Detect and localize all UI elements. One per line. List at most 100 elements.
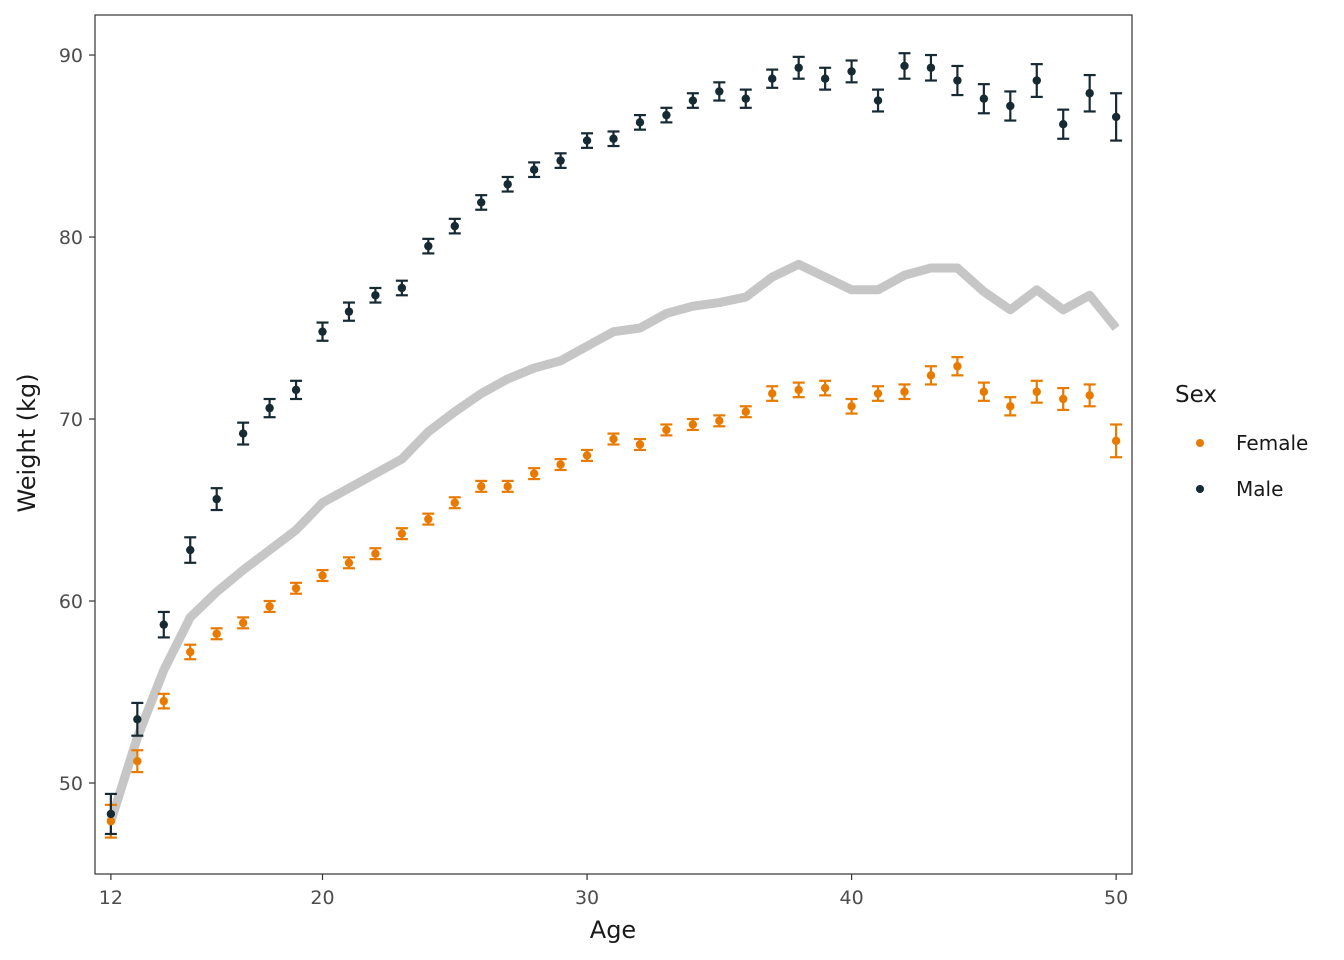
male-point xyxy=(106,809,116,819)
x-tick-label: 40 xyxy=(839,887,863,909)
female-point xyxy=(820,383,830,393)
female-point xyxy=(953,362,962,371)
female-point xyxy=(1111,436,1121,446)
male-point xyxy=(820,74,830,83)
female-point xyxy=(582,451,592,460)
x-tick-label: 30 xyxy=(575,887,599,909)
female-point xyxy=(688,420,698,429)
male-point xyxy=(1006,101,1015,111)
female-point xyxy=(873,389,883,398)
male-point xyxy=(900,61,909,71)
female-point xyxy=(1059,394,1068,404)
male-point xyxy=(953,76,962,85)
female-point xyxy=(794,385,803,395)
female-point xyxy=(450,498,459,507)
female-point xyxy=(768,389,777,398)
female-point xyxy=(106,817,116,826)
plot-area xyxy=(94,14,1133,875)
male-point xyxy=(662,110,671,120)
x-axis-title: Age xyxy=(590,916,636,944)
overall-line xyxy=(106,259,1120,823)
female-point xyxy=(715,416,724,426)
male-point xyxy=(1032,76,1041,85)
legend: Sex Female Male xyxy=(1175,382,1308,501)
female-point xyxy=(344,558,354,567)
male-point xyxy=(741,94,750,103)
legend-key-female xyxy=(1196,439,1204,447)
female-point xyxy=(318,571,327,580)
legend-title: Sex xyxy=(1175,382,1217,408)
overall-line-layer xyxy=(106,259,1120,823)
male-point xyxy=(873,96,883,105)
male-point xyxy=(159,620,168,629)
female-point xyxy=(1085,391,1094,400)
female-point xyxy=(371,549,380,558)
male-point xyxy=(424,241,433,251)
y-axis: 50 60 70 80 90 xyxy=(59,45,95,795)
male-point xyxy=(529,165,539,174)
male-point xyxy=(926,63,936,72)
female-point xyxy=(1006,402,1015,411)
male-point xyxy=(688,96,698,105)
female-point xyxy=(159,696,168,706)
male-point xyxy=(609,134,618,143)
male-point xyxy=(450,221,459,231)
female-point xyxy=(477,482,486,491)
female-point xyxy=(503,482,512,491)
panel-border xyxy=(94,14,1133,875)
male-point xyxy=(238,429,248,438)
x-tick-label: 12 xyxy=(99,887,123,909)
female-point xyxy=(847,402,856,411)
male-point xyxy=(318,327,327,336)
male-point xyxy=(344,307,354,316)
x-axis: 12 20 30 40 50 xyxy=(99,874,1128,909)
male-point xyxy=(635,118,645,127)
male-point xyxy=(794,63,803,72)
female-point xyxy=(529,469,539,478)
female-point xyxy=(635,440,645,449)
female-point xyxy=(609,434,618,444)
male-point xyxy=(371,291,380,300)
female-point xyxy=(397,529,407,538)
male-point xyxy=(768,74,777,83)
y-tick-label: 80 xyxy=(59,227,83,249)
male-point xyxy=(582,136,592,145)
male-point xyxy=(1085,89,1094,98)
female-point xyxy=(662,425,671,435)
legend-label-female: Female xyxy=(1236,431,1308,455)
legend-key-male xyxy=(1196,485,1204,493)
male-point xyxy=(979,94,989,103)
male-point xyxy=(503,180,512,189)
female-point xyxy=(265,602,274,611)
y-tick-label: 70 xyxy=(59,409,83,431)
male-point xyxy=(291,385,301,395)
female-point xyxy=(556,460,565,469)
female-point xyxy=(979,387,989,396)
female-point xyxy=(926,371,936,380)
male-point xyxy=(556,156,565,165)
male-point xyxy=(133,715,142,724)
male-point xyxy=(1059,119,1068,129)
y-tick-label: 60 xyxy=(59,591,83,613)
male-point xyxy=(265,403,274,413)
female-point xyxy=(1032,387,1041,396)
point-layer xyxy=(106,61,1121,826)
male-point xyxy=(715,87,724,96)
female-point xyxy=(212,629,221,638)
y-tick-label: 50 xyxy=(59,773,83,795)
male-point xyxy=(477,198,486,207)
male-point xyxy=(847,67,856,76)
legend-label-male: Male xyxy=(1236,477,1283,501)
female-point xyxy=(133,756,142,766)
y-axis-title: Weight (kg) xyxy=(13,373,41,512)
female-point xyxy=(291,584,301,593)
x-tick-label: 20 xyxy=(310,887,334,909)
male-point xyxy=(397,283,407,293)
female-point xyxy=(238,618,248,628)
female-point xyxy=(741,407,750,416)
male-point xyxy=(212,494,221,504)
male-point xyxy=(186,545,195,555)
female-point xyxy=(186,647,195,657)
